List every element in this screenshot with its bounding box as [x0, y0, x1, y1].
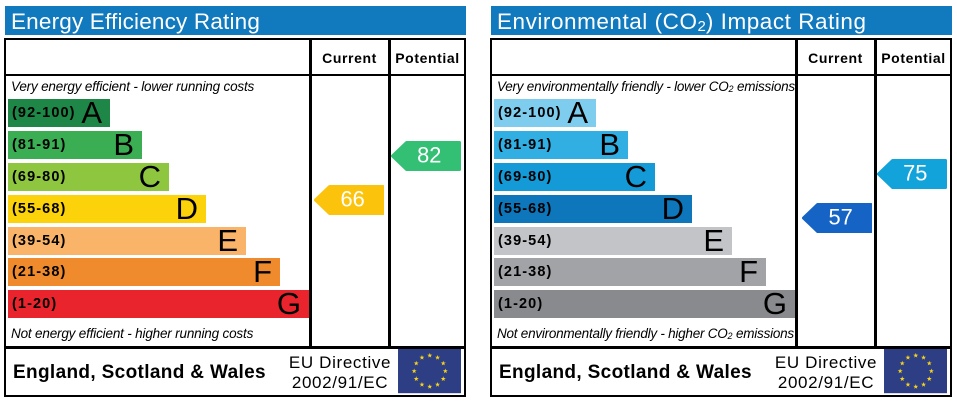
svg-text:82: 82	[417, 143, 441, 168]
svg-text:75: 75	[903, 161, 927, 186]
svg-text:66: 66	[340, 187, 364, 212]
svg-text:57: 57	[828, 205, 852, 230]
